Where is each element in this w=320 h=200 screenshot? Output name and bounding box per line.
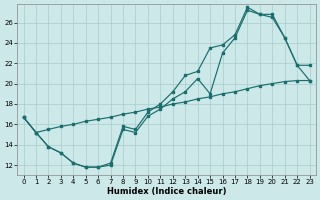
X-axis label: Humidex (Indice chaleur): Humidex (Indice chaleur) <box>107 187 226 196</box>
